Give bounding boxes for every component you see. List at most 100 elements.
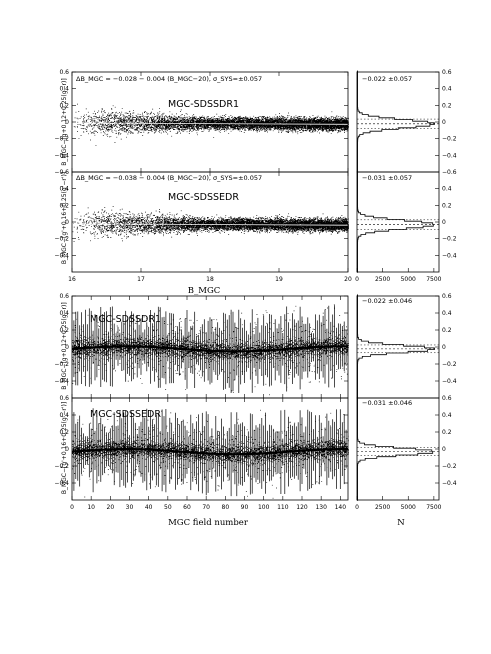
fit-annotation-dr1: ΔB_MGC = −0.028 − 0.004 (B_MGC−20), σ_SY… [76,75,262,83]
y-tick-label-left: 0.4 [59,310,69,317]
hist-x-tick-label: 2500 [375,504,390,511]
histogram [356,170,439,273]
y-tick-label-left: 0 [65,119,69,126]
y-tick-label-right: −0.2 [442,463,457,470]
hist-annotation-upper-edr: −0.031 ±0.057 [362,174,412,182]
scatter-path [73,103,349,146]
y-tick-label-left: −0.4 [54,252,69,259]
panel-label-lower-edr: MGC-SDSSEDR [90,409,161,420]
y-tick-label-left: 0 [65,219,69,226]
histogram [356,70,439,173]
y-tick-label-left: 0.4 [59,412,69,419]
histogram-path [356,70,435,173]
histogram [356,293,439,399]
y-tick-label-left: 0.2 [59,102,69,109]
y-tick-label-right: 0.6 [442,69,452,76]
y-tick-label-right: 0.6 [442,395,452,402]
chart-marks [71,70,439,501]
x-tick-label: 20 [344,276,352,283]
y-tick-label-right: 0.2 [442,202,452,209]
y-tick-label-right: 0.2 [442,429,452,436]
y-tick-label-left: −0.2 [54,236,69,243]
hist-panel-frame [356,171,440,273]
y-tick-label-left: −0.2 [54,361,69,368]
y-tick-label-right: −0.6 [442,169,457,176]
x-axis-label-hist: N [397,518,405,528]
hist-x-tick-label: 5000 [401,504,416,511]
x-tick-label: 16 [68,276,76,283]
y-tick-label-right: 0.2 [442,327,452,334]
x-tick-label: 17 [137,276,145,283]
y-tick-label-right: −0.4 [442,378,457,385]
y-tick-label-left: 0.6 [59,69,69,76]
y-tick-label-left: 0.2 [59,202,69,209]
y-tick-label-right: 0 [442,344,446,351]
x-tick-label: 60 [183,504,191,511]
x-tick-label: 19 [275,276,283,283]
x-tick-label: 0 [70,504,74,511]
y-tick-label-right: 0.4 [442,412,452,419]
running-mean-line [71,448,348,456]
x-axis-label-lower: MGC field number [168,518,249,528]
y-tick-label-left: 0.2 [59,327,69,334]
hist-panel-frame [356,397,440,501]
y-axis-label-lower-dr1: B_MGC−[g+0.12+0.25(g−r)] [61,302,68,389]
x-tick-label: 110 [277,504,289,511]
y-tick-label-right: −0.2 [442,236,457,243]
y-tick-label-right: 0 [442,219,446,226]
y-tick-label-left: −0.4 [54,152,69,159]
panel-label-upper-edr: MGC-SDSSEDR [168,192,239,203]
x-tick-label: 90 [241,504,249,511]
y-tick-label-right: 0 [442,119,446,126]
scatter-points [73,103,349,146]
y-tick-label-right: −0.2 [442,136,457,143]
hist-x-tick-label: 0 [355,276,359,283]
x-tick-label: 80 [222,504,230,511]
fit-annotation-edr: ΔB_MGC = −0.038 − 0.004 (B_MGC−20), σ_SY… [76,174,262,182]
hist-annotation-lower-edr: −0.031 ±0.046 [362,399,412,407]
histogram-path [356,170,434,273]
y-tick-label-right: −0.4 [442,252,457,259]
x-tick-label: 30 [126,504,134,511]
y-tick-label-left: −0.4 [54,378,69,385]
y-tick-label-left: 0.4 [59,86,69,93]
fit-line [71,122,349,125]
y-tick-label-right: 0.4 [442,186,452,193]
y-axis-label-upper-dr1: B_MGC−[g+0.12+0.25(g−r)] [61,78,68,165]
y-tick-label-right: −0.4 [442,152,457,159]
x-tick-label: 120 [296,504,308,511]
x-tick-label: 10 [87,504,95,511]
x-tick-label: 130 [315,504,327,511]
panel-label-lower-dr1: MGC-SDSSDR1 [90,314,161,325]
y-axis-label-upper-edr: B_MGC−[g'+0.16+0.25(g'−r')] [61,172,68,264]
y-tick-label-right: 0.6 [442,293,452,300]
x-tick-label: 140 [335,504,347,511]
hist-x-tick-label: 5000 [401,276,416,283]
y-tick-label-right: 0.4 [442,310,452,317]
y-tick-label-left: −0.2 [54,136,69,143]
hist-panel-frame [356,295,440,399]
x-tick-label: 40 [145,504,153,511]
running-mean-line [71,345,348,353]
histogram [356,395,439,501]
y-tick-label-right: −0.2 [442,361,457,368]
chart-frames [71,71,440,501]
y-tick-label-left: 0 [65,446,69,453]
y-tick-label-right: 0.4 [442,86,452,93]
panel-label-upper-dr1: MGC-SDSSDR1 [168,99,239,110]
chart-ticks: 0.6 0.6 0.4 0.4 0.2 0.2 0 0 −0.2 −0.2 −0.4 −0.4 −0.6… [54,69,456,511]
hist-annotation-upper-dr1: −0.022 ±0.057 [362,75,412,83]
hist-x-tick-label: 7500 [426,504,441,511]
y-tick-label-right: −0.4 [442,480,457,487]
y-axis-label-lower-edr: B_MGC−[g'+0.16+0.25(g'−r')] [61,402,68,494]
hist-x-tick-label: 7500 [426,276,441,283]
y-tick-label-left: −0.6 [54,169,69,176]
fit-line [71,223,349,226]
hist-panel-frame [356,71,440,173]
hist-annotation-lower-dr1: −0.022 ±0.046 [362,297,412,305]
x-tick-label: 100 [258,504,270,511]
x-tick-label: 18 [206,276,214,283]
hist-x-tick-label: 2500 [375,276,390,283]
y-tick-label-left: 0.2 [59,429,69,436]
